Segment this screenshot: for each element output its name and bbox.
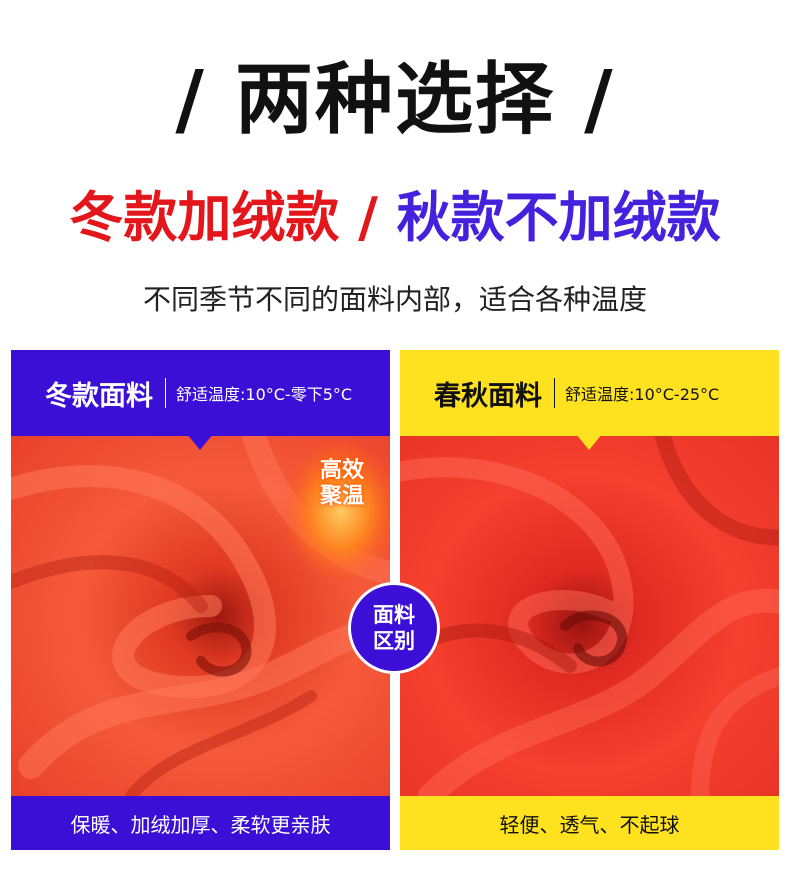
warmth-badge: 高效 聚温 (302, 458, 382, 510)
subtitle: 冬款加绒款 / 秋款不加绒款 (0, 180, 790, 256)
autumn-option-label: 秋款不加绒款 (396, 186, 721, 249)
autumn-fabric-name: 春秋面料 (434, 380, 542, 412)
autumn-header-pointer (576, 434, 602, 450)
warmth-badge-line2: 聚温 (319, 484, 364, 509)
autumn-temperature: 舒适温度:10°C-25°C (565, 385, 720, 404)
autumn-panel-header: 春秋面料 舒适温度:10°C-25°C (400, 350, 779, 436)
difference-badge-line1: 面料 (373, 603, 415, 627)
winter-temperature: 舒适温度:10°C-零下5°C (176, 385, 353, 404)
winter-header-pointer (187, 434, 213, 450)
description: 不同季节不同的面料内部，适合各种温度 (142, 283, 647, 316)
autumn-features: 轻便、透气、不起球 (499, 812, 680, 837)
difference-badge-line2: 区别 (373, 629, 415, 653)
autumn-fabric-panel: 春秋面料 舒适温度:10°C-25°C (400, 350, 779, 850)
header-divider (165, 378, 166, 408)
header-divider (554, 378, 555, 408)
winter-fabric-name: 冬款面料 (45, 380, 153, 412)
winter-fabric-panel: 冬款面料 舒适温度:10°C-零下5°C (11, 350, 390, 850)
warmth-badge-line1: 高效 (319, 458, 364, 483)
winter-panel-header: 冬款面料 舒适温度:10°C-零下5°C (11, 350, 390, 436)
subtitle-separator: / (339, 186, 397, 249)
fleece-fabric-image (11, 436, 390, 796)
fabric-difference-badge: 面料 区别 (348, 582, 440, 674)
cotton-fabric-image (400, 436, 779, 796)
page-title: / 两种选择 / (175, 55, 615, 145)
winter-option-label: 冬款加绒款 (69, 186, 340, 249)
winter-features: 保暖、加绒加厚、柔软更亲肤 (70, 812, 331, 837)
